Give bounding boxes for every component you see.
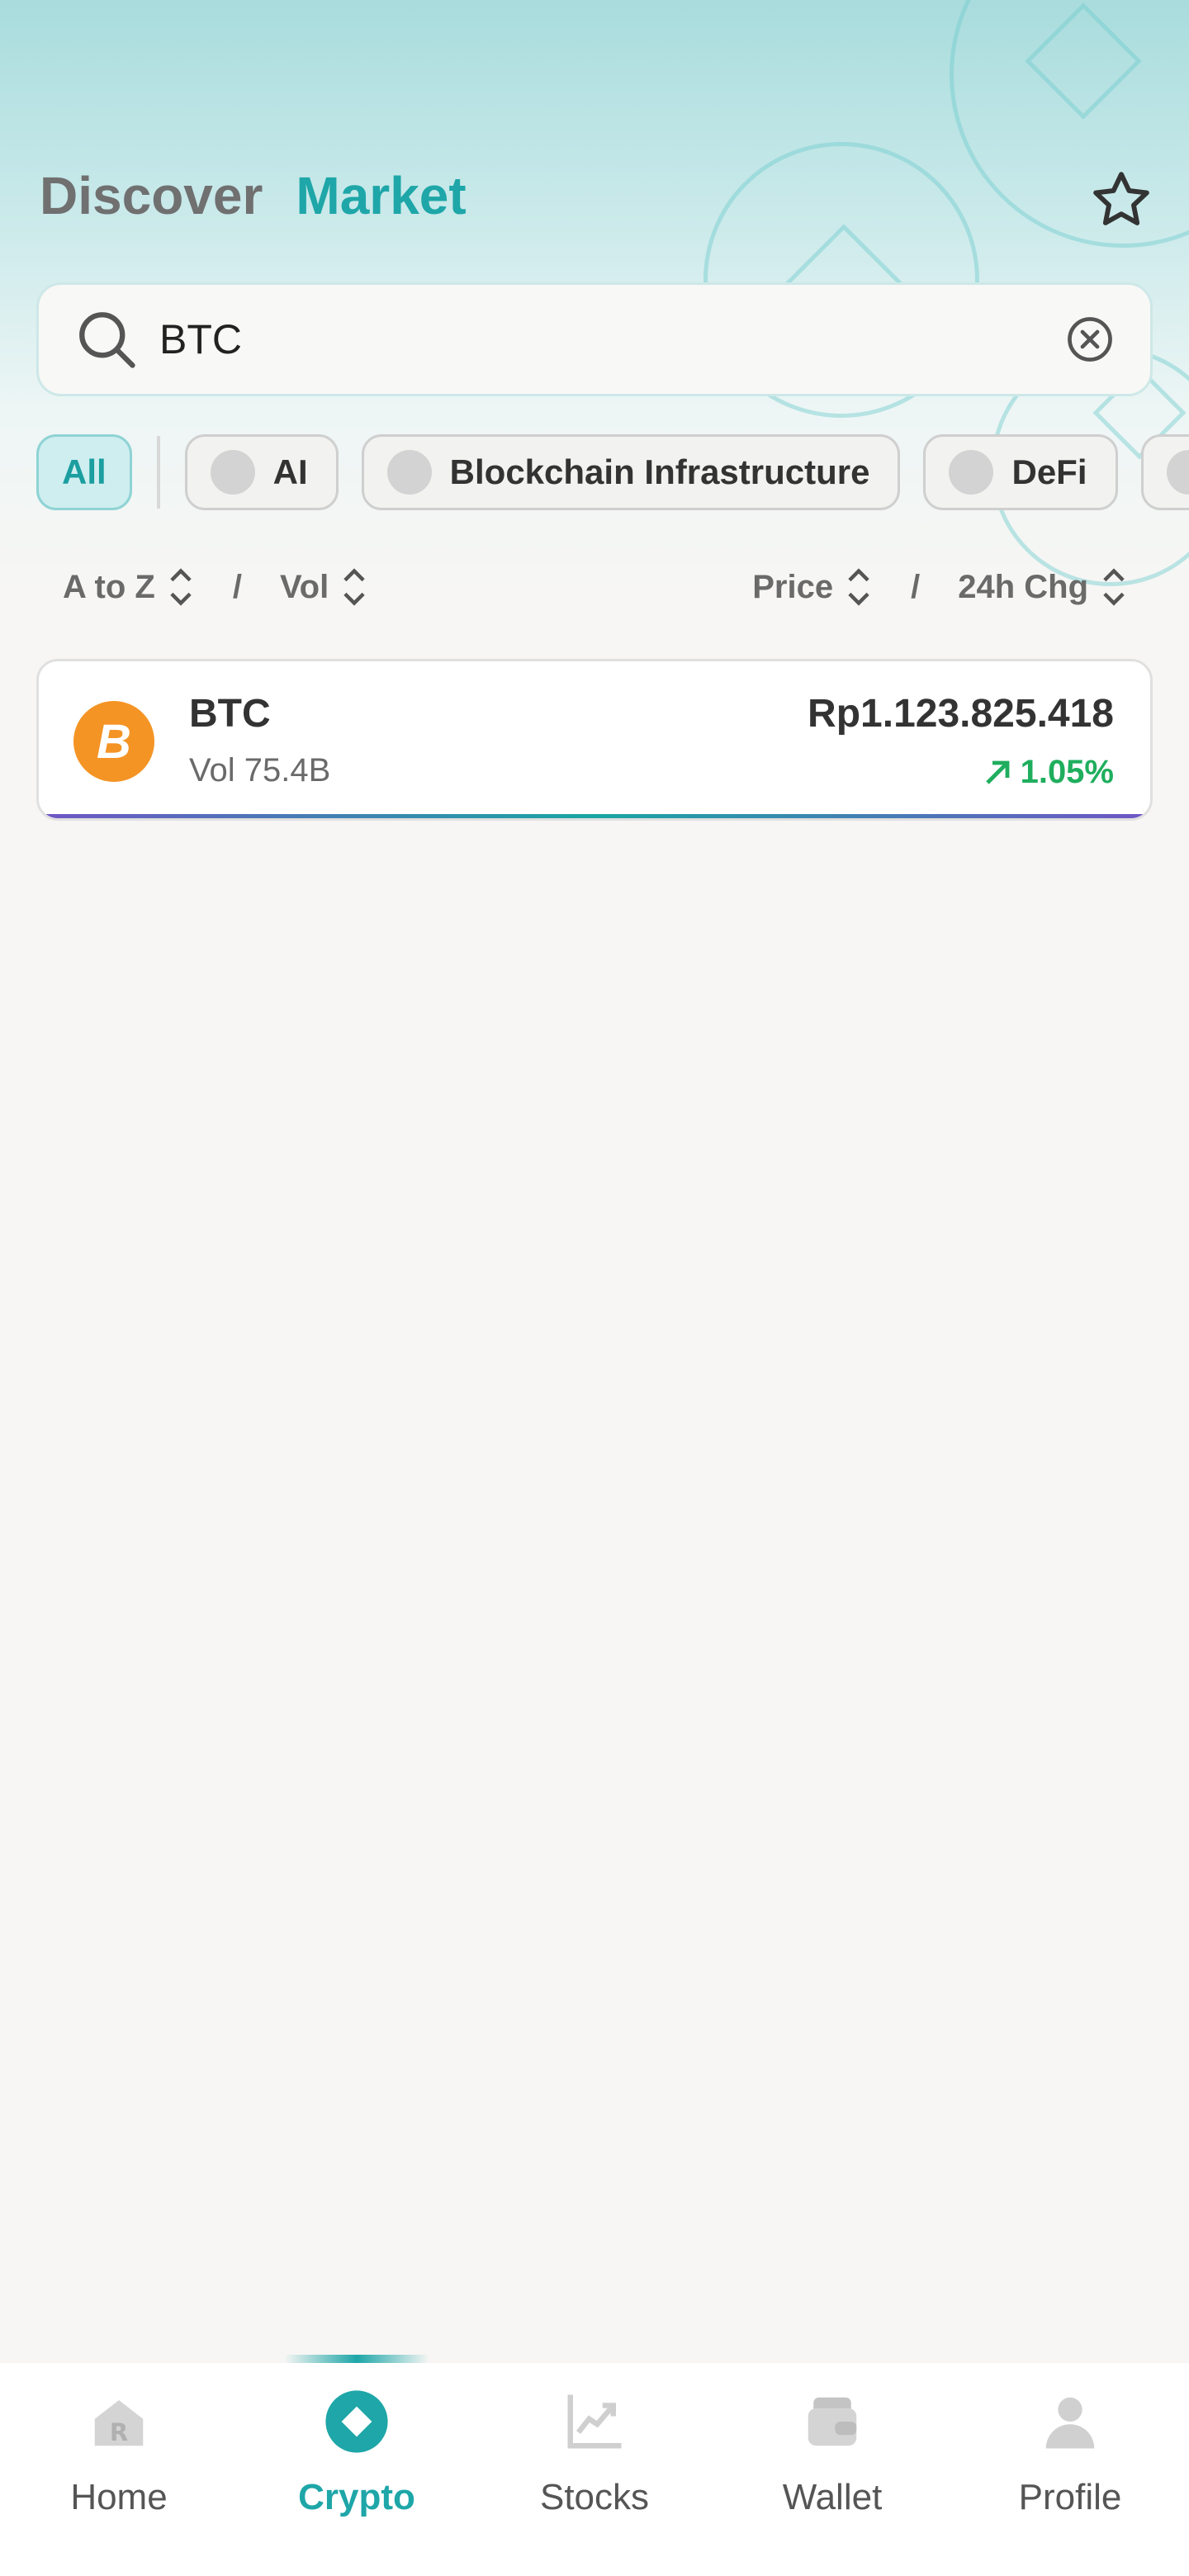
nav-label: Stocks (539, 2477, 650, 2517)
card-accent-bar (39, 814, 1150, 818)
sort-separator: / (911, 568, 921, 605)
sort-separator: / (232, 568, 242, 605)
chip-label: Blockchain Infrastructure (449, 452, 870, 491)
category-icon (949, 450, 994, 495)
nav-label: Home (70, 2477, 168, 2517)
search-input[interactable]: BTC (159, 316, 242, 362)
search-icon (79, 312, 135, 368)
chip-label: AI (272, 452, 308, 491)
sort-toggle-icon (1103, 568, 1125, 606)
stocks-icon (561, 2388, 628, 2455)
bottom-navigation: R Home Crypto Stocks Wallet Profile (0, 2363, 1189, 2576)
sort-change-label: 24h Chg (958, 568, 1088, 605)
crypto-icon (323, 2388, 391, 2455)
chip-defi[interactable]: DeFi (923, 434, 1118, 510)
sort-name-button[interactable]: A to Z (63, 566, 195, 608)
decorative-circle (703, 142, 979, 418)
svg-text:R: R (110, 2418, 129, 2446)
home-icon: R (85, 2388, 153, 2455)
coin-change-value: 1.05% (1020, 754, 1114, 790)
clear-icon[interactable] (1064, 314, 1116, 365)
sort-change-button[interactable]: 24h Chg (958, 566, 1128, 608)
sort-toggle-icon (848, 568, 869, 606)
nav-profile[interactable]: Profile (951, 2363, 1189, 2576)
nav-label: Profile (1018, 2477, 1122, 2517)
search-bar[interactable]: BTC (36, 282, 1153, 396)
coin-symbol: BTC (189, 692, 271, 736)
favorites-button[interactable] (1087, 165, 1156, 234)
sort-price-button[interactable]: Price (752, 566, 873, 608)
chip-all[interactable]: All (36, 434, 132, 510)
tab-discover[interactable]: Discover (40, 166, 263, 225)
chip-blockchain-infrastructure[interactable]: Blockchain Infrastructure (361, 434, 901, 510)
wallet-icon (798, 2388, 866, 2455)
sort-vol-label: Vol (279, 568, 329, 605)
sort-name-label: A to Z (63, 568, 155, 605)
coin-volume: Vol 75.4B (189, 752, 331, 788)
active-tab-indicator (284, 2355, 429, 2363)
category-icon (1166, 450, 1189, 495)
coin-change: 1.05% (983, 754, 1114, 791)
nav-label: Wallet (782, 2477, 883, 2517)
coin-row-btc[interactable]: B BTC Vol 75.4B Rp1.123.825.418 1.05% (36, 659, 1153, 821)
sort-price-label: Price (752, 568, 834, 605)
top-tabs: Discover Market (40, 165, 467, 226)
profile-icon (1036, 2388, 1104, 2455)
nav-wallet[interactable]: Wallet (713, 2363, 951, 2576)
chip-label: All (62, 452, 107, 491)
category-icon (210, 450, 255, 495)
sort-controls: A to Z / Vol Price / 24h Chg (63, 558, 1128, 616)
nav-home[interactable]: R Home (0, 2363, 238, 2576)
nav-stocks[interactable]: Stocks (476, 2363, 713, 2576)
chip-more[interactable] (1140, 434, 1189, 510)
arrow-up-right-icon (985, 760, 1009, 784)
sort-vol-button[interactable]: Vol (280, 566, 368, 608)
coin-price: Rp1.123.825.418 (808, 692, 1114, 736)
chip-ai[interactable]: AI (184, 434, 339, 510)
nav-label: Crypto (298, 2477, 415, 2517)
tab-market[interactable]: Market (296, 166, 467, 225)
chip-label: DeFi (1011, 452, 1087, 491)
sort-toggle-icon (343, 568, 365, 606)
nav-crypto[interactable]: Crypto (238, 2363, 476, 2576)
category-filter-chips: All AI Blockchain Infrastructure DeFi (36, 433, 1189, 512)
logo-letter: B (97, 714, 131, 769)
star-icon (1093, 172, 1149, 225)
chip-divider (156, 436, 160, 509)
sort-toggle-icon (170, 568, 192, 606)
category-icon (386, 450, 432, 495)
bitcoin-logo-icon: B (73, 701, 154, 782)
